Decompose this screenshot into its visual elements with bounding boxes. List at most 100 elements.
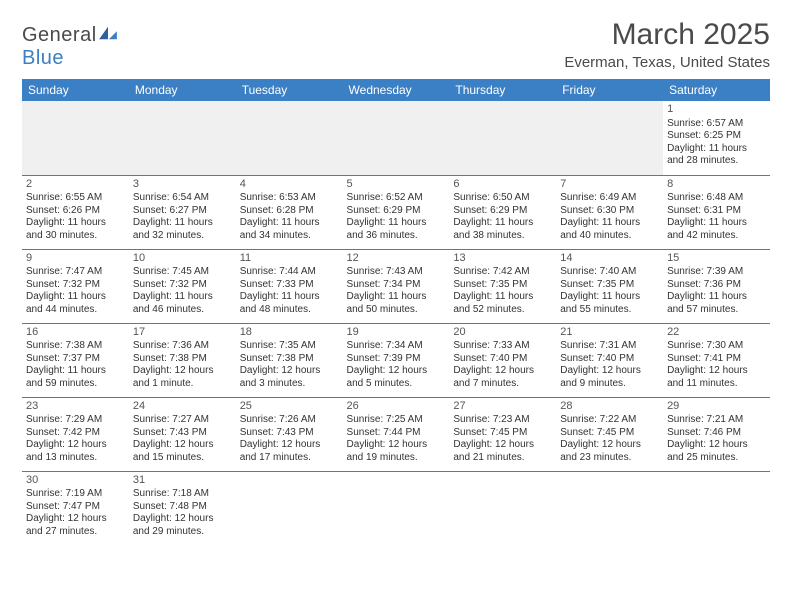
calendar-cell [556, 101, 663, 175]
daylight-text: Daylight: 11 hours [347, 291, 446, 304]
calendar-cell [236, 471, 343, 545]
daylight-text: and 38 minutes. [453, 230, 552, 243]
daylight-text: Daylight: 11 hours [667, 291, 766, 304]
day-number: 17 [133, 326, 232, 340]
daylight-text: Daylight: 12 hours [560, 439, 659, 452]
day-number: 15 [667, 252, 766, 266]
weekday-header: Sunday [22, 79, 129, 101]
sunset-text: Sunset: 7:32 PM [26, 279, 125, 292]
sunrise-text: Sunrise: 6:52 AM [347, 192, 446, 205]
calendar-cell: 8Sunrise: 6:48 AMSunset: 6:31 PMDaylight… [663, 175, 770, 249]
daylight-text: and 1 minute. [133, 378, 232, 391]
sunset-text: Sunset: 6:25 PM [667, 130, 766, 143]
logo-text: GeneralBlue [22, 24, 119, 70]
logo-text-b: Blue [22, 47, 64, 69]
sunrise-text: Sunrise: 7:39 AM [667, 266, 766, 279]
daylight-text: Daylight: 12 hours [347, 439, 446, 452]
calendar-cell [556, 471, 663, 545]
sunrise-text: Sunrise: 7:44 AM [240, 266, 339, 279]
calendar-cell: 29Sunrise: 7:21 AMSunset: 7:46 PMDayligh… [663, 397, 770, 471]
day-number: 10 [133, 252, 232, 266]
sunrise-text: Sunrise: 6:50 AM [453, 192, 552, 205]
daylight-text: Daylight: 11 hours [560, 217, 659, 230]
daylight-text: Daylight: 12 hours [133, 439, 232, 452]
sunrise-text: Sunrise: 7:27 AM [133, 414, 232, 427]
calendar-cell [129, 101, 236, 175]
daylight-text: Daylight: 12 hours [453, 365, 552, 378]
sunset-text: Sunset: 7:33 PM [240, 279, 339, 292]
sunset-text: Sunset: 7:45 PM [453, 427, 552, 440]
sunrise-text: Sunrise: 6:57 AM [667, 118, 766, 131]
day-number: 28 [560, 400, 659, 414]
calendar-row: 2Sunrise: 6:55 AMSunset: 6:26 PMDaylight… [22, 175, 770, 249]
calendar-cell [22, 101, 129, 175]
sunrise-text: Sunrise: 7:42 AM [453, 266, 552, 279]
sunset-text: Sunset: 6:29 PM [347, 205, 446, 218]
day-number: 27 [453, 400, 552, 414]
daylight-text: Daylight: 11 hours [240, 217, 339, 230]
sunset-text: Sunset: 7:32 PM [133, 279, 232, 292]
sunset-text: Sunset: 6:28 PM [240, 205, 339, 218]
sunset-text: Sunset: 7:39 PM [347, 353, 446, 366]
sunrise-text: Sunrise: 7:43 AM [347, 266, 446, 279]
sunset-text: Sunset: 7:36 PM [667, 279, 766, 292]
daylight-text: and 19 minutes. [347, 452, 446, 465]
daylight-text: Daylight: 11 hours [240, 291, 339, 304]
sunset-text: Sunset: 6:30 PM [560, 205, 659, 218]
sunset-text: Sunset: 7:46 PM [667, 427, 766, 440]
sunrise-text: Sunrise: 7:19 AM [26, 488, 125, 501]
calendar-cell: 7Sunrise: 6:49 AMSunset: 6:30 PMDaylight… [556, 175, 663, 249]
sunrise-text: Sunrise: 6:49 AM [560, 192, 659, 205]
daylight-text: Daylight: 12 hours [667, 439, 766, 452]
daylight-text: and 57 minutes. [667, 304, 766, 317]
daylight-text: and 15 minutes. [133, 452, 232, 465]
calendar-cell: 19Sunrise: 7:34 AMSunset: 7:39 PMDayligh… [343, 323, 450, 397]
day-number: 1 [667, 103, 766, 117]
calendar-cell [343, 471, 450, 545]
sunrise-text: Sunrise: 7:34 AM [347, 340, 446, 353]
calendar-cell: 30Sunrise: 7:19 AMSunset: 7:47 PMDayligh… [22, 471, 129, 545]
sunrise-text: Sunrise: 6:54 AM [133, 192, 232, 205]
calendar-cell: 25Sunrise: 7:26 AMSunset: 7:43 PMDayligh… [236, 397, 343, 471]
weekday-header: Thursday [449, 79, 556, 101]
daylight-text: and 59 minutes. [26, 378, 125, 391]
daylight-text: and 55 minutes. [560, 304, 659, 317]
sunset-text: Sunset: 6:31 PM [667, 205, 766, 218]
daylight-text: Daylight: 11 hours [560, 291, 659, 304]
calendar-cell: 1Sunrise: 6:57 AMSunset: 6:25 PMDaylight… [663, 101, 770, 175]
daylight-text: Daylight: 11 hours [453, 291, 552, 304]
day-number: 7 [560, 178, 659, 192]
day-number: 4 [240, 178, 339, 192]
day-number: 18 [240, 326, 339, 340]
daylight-text: Daylight: 12 hours [26, 439, 125, 452]
sunset-text: Sunset: 7:34 PM [347, 279, 446, 292]
daylight-text: and 25 minutes. [667, 452, 766, 465]
sunset-text: Sunset: 7:43 PM [133, 427, 232, 440]
day-number: 14 [560, 252, 659, 266]
daylight-text: Daylight: 11 hours [667, 143, 766, 156]
calendar-row: 16Sunrise: 7:38 AMSunset: 7:37 PMDayligh… [22, 323, 770, 397]
sunset-text: Sunset: 6:29 PM [453, 205, 552, 218]
daylight-text: and 44 minutes. [26, 304, 125, 317]
sunset-text: Sunset: 7:40 PM [453, 353, 552, 366]
daylight-text: and 7 minutes. [453, 378, 552, 391]
calendar-cell: 14Sunrise: 7:40 AMSunset: 7:35 PMDayligh… [556, 249, 663, 323]
daylight-text: Daylight: 12 hours [133, 365, 232, 378]
calendar-cell: 17Sunrise: 7:36 AMSunset: 7:38 PMDayligh… [129, 323, 236, 397]
daylight-text: and 11 minutes. [667, 378, 766, 391]
weekday-header: Friday [556, 79, 663, 101]
sunset-text: Sunset: 7:38 PM [133, 353, 232, 366]
sunrise-text: Sunrise: 7:47 AM [26, 266, 125, 279]
weekday-header: Wednesday [343, 79, 450, 101]
sunrise-text: Sunrise: 7:29 AM [26, 414, 125, 427]
sunset-text: Sunset: 7:35 PM [453, 279, 552, 292]
sunset-text: Sunset: 7:43 PM [240, 427, 339, 440]
sunrise-text: Sunrise: 7:31 AM [560, 340, 659, 353]
weekday-header: Saturday [663, 79, 770, 101]
calendar-cell: 3Sunrise: 6:54 AMSunset: 6:27 PMDaylight… [129, 175, 236, 249]
calendar-cell [236, 101, 343, 175]
title-block: March 2025 Everman, Texas, United States [564, 18, 770, 71]
daylight-text: Daylight: 11 hours [26, 217, 125, 230]
calendar-table: Sunday Monday Tuesday Wednesday Thursday… [22, 79, 770, 545]
daylight-text: Daylight: 12 hours [453, 439, 552, 452]
